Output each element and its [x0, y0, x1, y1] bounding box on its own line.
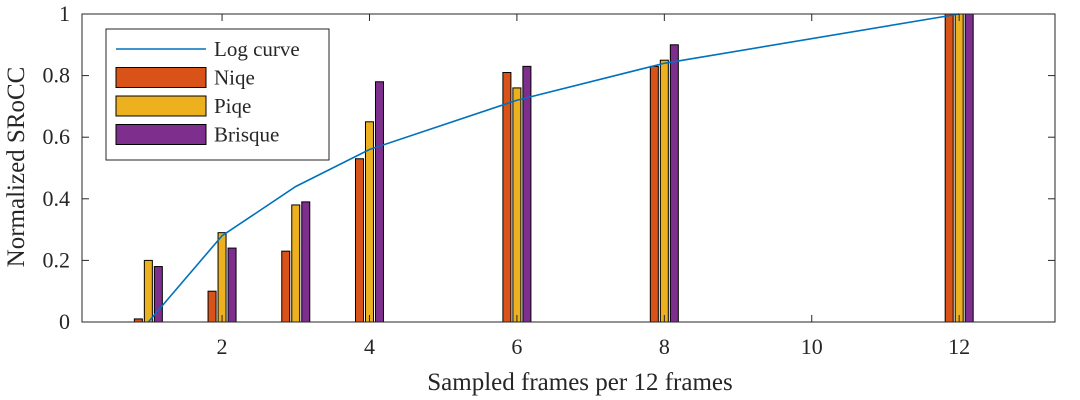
bar-brisque-8 — [669, 44, 679, 323]
bar-niqe-12 — [944, 13, 954, 323]
y-axis-label: Normalized SRoCC — [3, 67, 30, 268]
legend-swatch-niqe — [115, 67, 207, 88]
legend-swatch-brisque — [115, 124, 207, 145]
y-tick-label: 0.8 — [43, 63, 71, 88]
bar-piqe-6 — [512, 87, 522, 323]
bar-brisque-4 — [374, 81, 384, 323]
bar-niqe-3 — [281, 250, 291, 323]
x-tick-label: 4 — [364, 334, 375, 359]
y-tick-label: 0.4 — [43, 186, 71, 211]
legend-label: Niqe — [214, 66, 255, 90]
legend-label: Brisque — [214, 123, 279, 147]
bar-piqe-2 — [217, 232, 227, 323]
bar-niqe-2 — [207, 290, 217, 323]
axes-frame — [81, 13, 1056, 323]
bar-piqe-8 — [659, 59, 669, 323]
bar-piqe-1 — [143, 259, 153, 323]
x-tick-label: 10 — [801, 334, 823, 359]
bar-niqe-4 — [354, 158, 364, 323]
bar-brisque-6 — [522, 65, 532, 323]
bar-piqe-4 — [364, 121, 374, 323]
x-tick-label: 8 — [659, 334, 670, 359]
y-tick-label: 0 — [59, 309, 70, 334]
x-tick-label: 12 — [948, 334, 970, 359]
y-tick-label: 0.2 — [43, 247, 71, 272]
bar-niqe-6 — [502, 72, 512, 323]
axes: 00.20.40.60.812 4 6 8 10 12 — [43, 1, 1056, 359]
y-tick-label: 1 — [59, 1, 70, 26]
x-tick-label: 2 — [217, 334, 228, 359]
legend-label: Log curve — [214, 37, 300, 61]
bar-brisque-12 — [964, 13, 974, 323]
legend: Log curve Niqe Piqe Brisque — [105, 28, 330, 161]
line-log-curve — [147, 13, 960, 323]
legend-swatch-piqe — [115, 95, 207, 117]
bar-brisque-2 — [227, 247, 237, 323]
legend-label: Piqe — [214, 94, 251, 118]
bar-niqe-8 — [649, 65, 659, 323]
bar-piqe-3 — [291, 204, 301, 323]
x-tick-label: 6 — [511, 334, 522, 359]
bar-piqe-12 — [954, 13, 964, 323]
x-axis-label: Sampled frames per 12 frames — [427, 369, 732, 396]
y-tick-label: 0.6 — [43, 124, 71, 149]
bar-brisque-3 — [301, 201, 311, 323]
